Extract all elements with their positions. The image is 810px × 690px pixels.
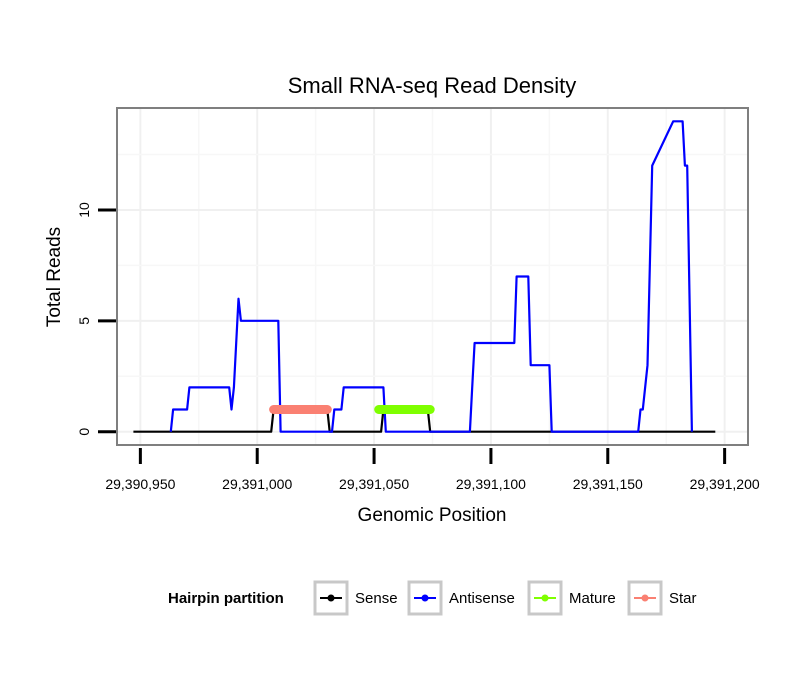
gridlines: [117, 108, 748, 445]
x-tick-label: 29,390,950: [105, 476, 175, 492]
plot-border: [116, 107, 749, 446]
series-line-sense: [133, 408, 716, 433]
x-tick-label: 29,391,100: [456, 476, 526, 492]
series-group: [133, 120, 716, 433]
y-axis: 0 5 10: [76, 202, 116, 436]
legend-label: Sense: [355, 590, 398, 607]
legend-key-dot: [327, 594, 335, 602]
legend-key-dot: [541, 594, 549, 602]
y-tick-label: 0: [76, 428, 92, 436]
legend-label: Antisense: [449, 590, 515, 607]
legend-label: Star: [669, 590, 697, 607]
legend-label: Mature: [569, 590, 616, 607]
legend-title: Hairpin partition: [168, 590, 284, 607]
legend: Hairpin partition Sense Antisense Mature St…: [168, 580, 697, 616]
x-tick-label: 29,391,150: [573, 476, 643, 492]
x-tick-label: 29,391,050: [339, 476, 409, 492]
x-tick-label: 29,391,000: [222, 476, 292, 492]
series-line-antisense: [169, 120, 693, 433]
y-axis-title: Total Reads: [44, 227, 65, 327]
legend-item-antisense: Antisense: [407, 580, 515, 616]
plot-panel: [116, 107, 749, 446]
y-tick-label: 5: [76, 317, 92, 325]
x-axis-title: Genomic Position: [358, 505, 507, 526]
x-axis: 29,390,950 29,391,000 29,391,050 29,391,100…: [105, 448, 760, 492]
legend-key-dot: [421, 594, 429, 602]
chart-title: Small RNA-seq Read Density: [288, 73, 577, 98]
x-tick-label: 29,391,200: [690, 476, 760, 492]
legend-key-dot: [641, 594, 649, 602]
legend-item-sense: Sense: [313, 580, 398, 616]
y-tick-label: 10: [76, 202, 92, 218]
legend-item-mature: Mature: [527, 580, 616, 616]
legend-item-star: Star: [627, 580, 697, 616]
